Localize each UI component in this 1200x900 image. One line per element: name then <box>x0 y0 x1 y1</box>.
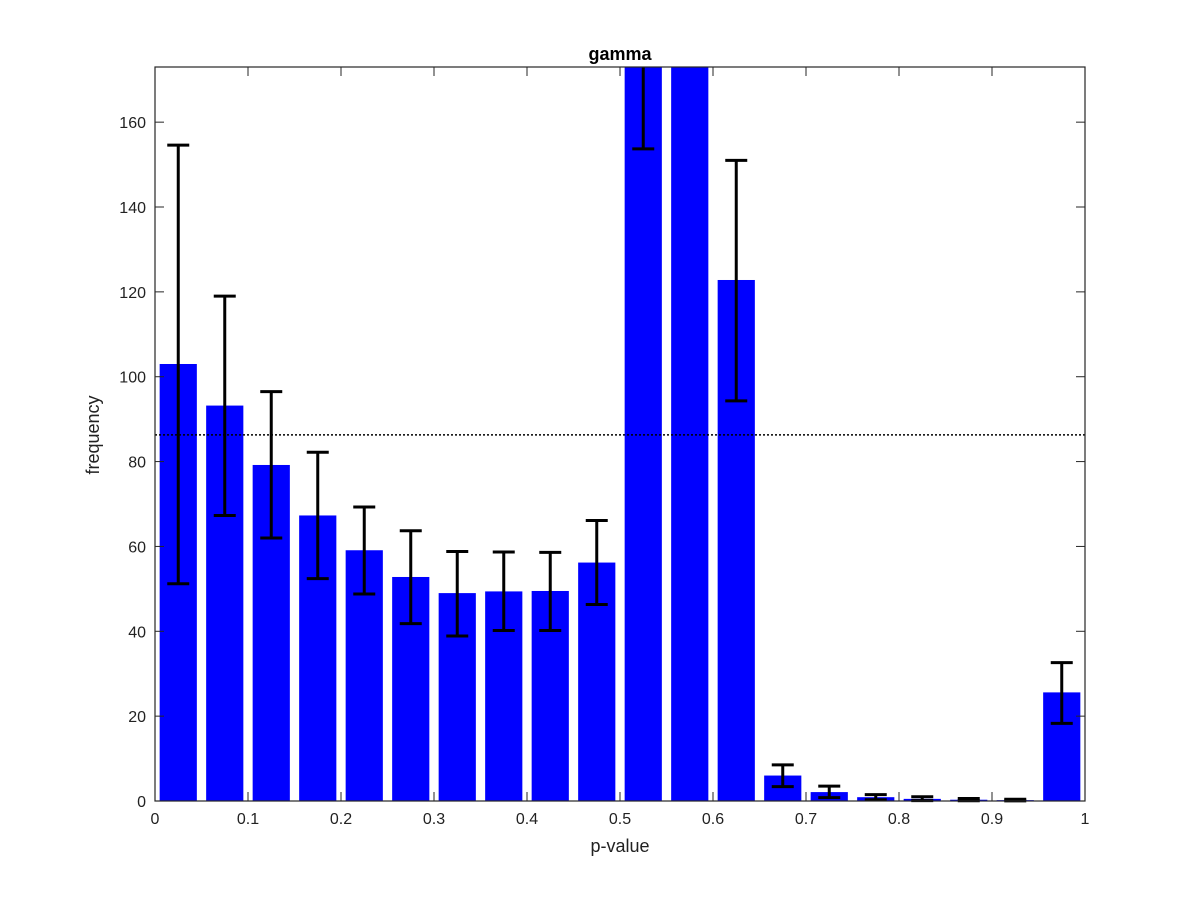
x-axis-title: p-value <box>590 836 649 856</box>
x-tick-label: 0.3 <box>423 811 445 828</box>
x-tick-label: 0.8 <box>888 811 910 828</box>
x-tick-label: 0.6 <box>702 811 724 828</box>
y-tick-label: 120 <box>119 285 146 302</box>
x-tick-label: 0.5 <box>609 811 631 828</box>
histogram-bar <box>624 67 662 801</box>
x-tick-label: 0.7 <box>795 811 817 828</box>
x-tick-label: 0.4 <box>516 811 538 828</box>
axes-layer <box>154 66 1086 802</box>
y-tick-label: 0 <box>137 794 146 811</box>
y-tick-label: 140 <box>119 200 146 217</box>
bars-layer <box>159 67 1081 801</box>
y-tick-label: 60 <box>128 539 146 556</box>
y-tick-label: 100 <box>119 370 146 387</box>
y-tick-label: 20 <box>128 709 146 726</box>
x-tick-label: 0.2 <box>330 811 352 828</box>
x-tick-label: 0.1 <box>237 811 259 828</box>
x-tick-label: 0 <box>151 811 160 828</box>
x-tick-label: 1 <box>1081 811 1090 828</box>
y-tick-label: 40 <box>128 624 146 641</box>
y-axis-title: frequency <box>83 395 103 474</box>
y-tick-label: 160 <box>119 115 146 132</box>
x-tick-label: 0.9 <box>981 811 1003 828</box>
plot-frame <box>154 66 1086 802</box>
histogram-bar <box>671 67 709 801</box>
ticks-layer: 0 0.1 0.2 0.3 0.4 0.5 0.6 0.7 0.8 0.9 1 0 20 40 60 80 10… <box>119 67 1090 828</box>
y-tick-label: 80 <box>128 455 146 472</box>
chart-title: gamma <box>588 44 652 64</box>
errorbars-layer <box>167 67 1073 803</box>
